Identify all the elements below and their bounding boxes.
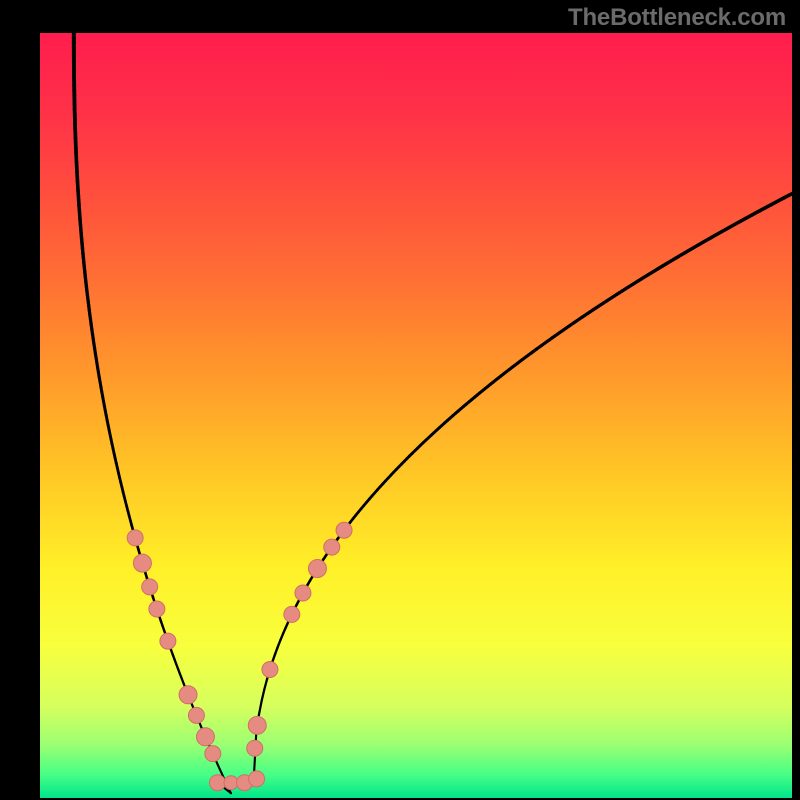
chart-frame: TheBottleneck.com [0, 0, 800, 800]
gradient-background [40, 33, 792, 798]
marker-dot [224, 776, 238, 790]
marker-dot [324, 539, 340, 555]
marker-dot [262, 661, 278, 677]
marker-dot [284, 606, 300, 622]
marker-dot [248, 716, 266, 734]
plot-area [40, 33, 792, 798]
marker-dot [205, 746, 221, 762]
marker-dot [308, 560, 326, 578]
marker-dot [249, 771, 265, 787]
marker-dot [133, 554, 151, 572]
marker-dot [336, 522, 352, 538]
marker-dot [179, 686, 197, 704]
marker-dot [188, 707, 204, 723]
marker-dot [149, 601, 165, 617]
marker-dot [196, 728, 214, 746]
marker-dot [209, 775, 225, 791]
marker-dot [142, 579, 158, 595]
marker-dot [127, 530, 143, 546]
marker-dot [295, 585, 311, 601]
watermark-text: TheBottleneck.com [568, 4, 786, 32]
marker-dot [160, 633, 176, 649]
marker-dot [247, 740, 263, 756]
chart-svg [40, 33, 792, 798]
